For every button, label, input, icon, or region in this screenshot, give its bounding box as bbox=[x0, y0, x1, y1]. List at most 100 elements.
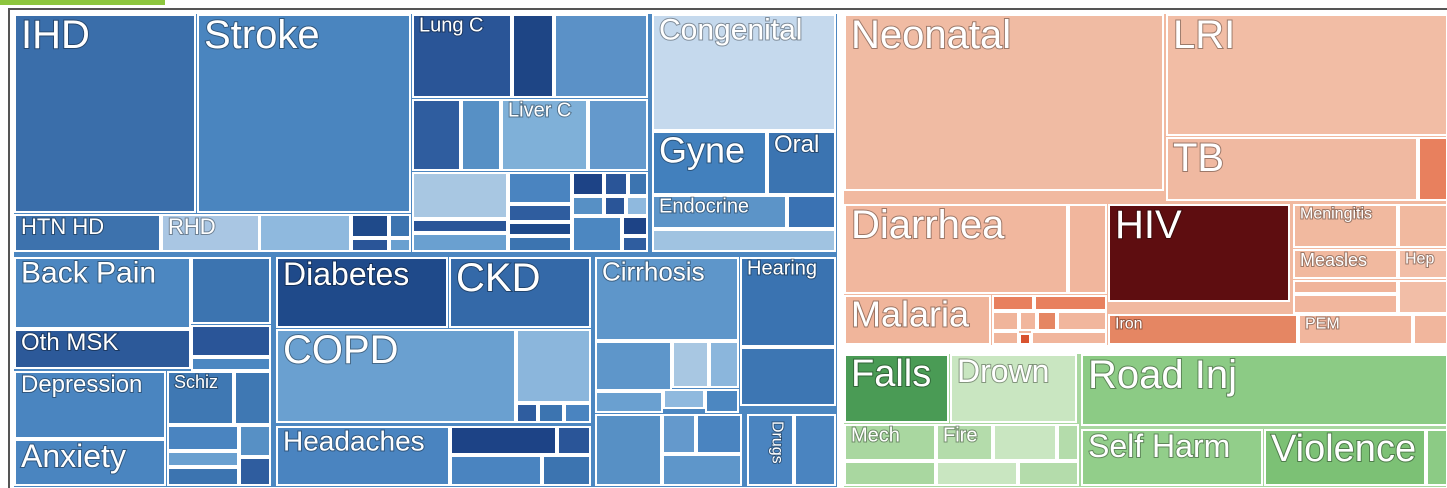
tile-label: Headaches bbox=[283, 425, 425, 456]
tile-label: Road Inj bbox=[1088, 353, 1237, 397]
tile bbox=[844, 295, 991, 345]
tile-label: Hearing bbox=[747, 258, 817, 280]
tile-label: Iron bbox=[1115, 315, 1143, 332]
tile bbox=[696, 414, 742, 454]
tile bbox=[412, 99, 461, 171]
tile bbox=[508, 236, 572, 252]
tile-label: Stroke bbox=[204, 13, 320, 57]
tile-label: Back Pain bbox=[21, 256, 156, 289]
tile bbox=[259, 214, 351, 252]
tile bbox=[844, 14, 1164, 191]
tile bbox=[167, 451, 239, 467]
tile bbox=[936, 424, 993, 461]
tile-label: IHD bbox=[21, 13, 90, 57]
tile-label: Oth MSK bbox=[21, 329, 118, 356]
tab-indicator bbox=[0, 0, 165, 5]
tile bbox=[389, 214, 411, 238]
tile-label: Self Harm bbox=[1088, 428, 1230, 464]
tile-label: Gyne bbox=[659, 130, 745, 171]
tile bbox=[1166, 137, 1418, 201]
tile bbox=[936, 461, 1018, 486]
tile-label: Cirrhosis bbox=[602, 256, 705, 286]
tile bbox=[595, 414, 662, 486]
tile bbox=[628, 172, 648, 196]
tile bbox=[14, 257, 191, 329]
tile-label: Anxiety bbox=[21, 438, 126, 474]
tile bbox=[234, 371, 271, 425]
tile bbox=[992, 311, 1019, 331]
tile bbox=[167, 371, 234, 425]
tile bbox=[191, 357, 271, 371]
tile bbox=[351, 238, 389, 252]
tile bbox=[412, 233, 508, 252]
tile bbox=[844, 461, 936, 486]
tile bbox=[1293, 280, 1398, 294]
tile bbox=[1108, 204, 1290, 302]
tile bbox=[572, 196, 604, 216]
tile bbox=[595, 341, 672, 391]
tile bbox=[950, 354, 1077, 423]
tile bbox=[1034, 295, 1107, 311]
tile bbox=[450, 455, 542, 486]
tile bbox=[652, 229, 836, 252]
tile bbox=[1068, 204, 1107, 294]
tile-label: Fire bbox=[943, 425, 977, 447]
tile bbox=[276, 426, 450, 486]
tile bbox=[1293, 249, 1398, 279]
tile bbox=[351, 214, 389, 238]
tile bbox=[276, 329, 516, 423]
tile bbox=[1426, 429, 1447, 486]
tile-label: Congenital bbox=[659, 13, 802, 46]
tile-label: Oral bbox=[774, 131, 819, 158]
tile-label: Liver C bbox=[508, 100, 571, 122]
tile bbox=[705, 389, 739, 413]
tile bbox=[1418, 137, 1447, 201]
tile-label: Diabetes bbox=[283, 256, 409, 292]
tile bbox=[709, 341, 739, 388]
tile bbox=[604, 196, 626, 216]
tile-label: Violence bbox=[1271, 428, 1416, 470]
tile bbox=[662, 414, 696, 454]
tile bbox=[1019, 333, 1031, 345]
tile-label: Measles bbox=[1300, 250, 1367, 270]
tile bbox=[1398, 204, 1447, 248]
tile bbox=[276, 257, 448, 328]
tile bbox=[516, 403, 538, 423]
tile bbox=[1166, 14, 1447, 136]
tile bbox=[662, 454, 742, 486]
tile-label: Schiz bbox=[174, 372, 218, 392]
tile bbox=[604, 172, 628, 196]
tile bbox=[1081, 429, 1263, 486]
tile bbox=[652, 195, 787, 229]
tile-label: TB bbox=[1173, 136, 1224, 180]
tile bbox=[993, 424, 1057, 461]
tile-label: Mech bbox=[851, 425, 900, 447]
tile bbox=[1298, 314, 1413, 345]
tile bbox=[554, 14, 648, 98]
tile-label: Depression bbox=[21, 371, 142, 398]
tile-label: Lung C bbox=[419, 15, 484, 37]
tile-label: Drugs bbox=[769, 421, 786, 464]
tile bbox=[412, 172, 508, 219]
tile bbox=[1081, 354, 1447, 426]
tile-label: COPD bbox=[283, 328, 399, 372]
tile-label: HTN HD bbox=[21, 214, 104, 239]
tile bbox=[1264, 429, 1426, 486]
tile bbox=[501, 99, 588, 171]
tile bbox=[1108, 314, 1298, 345]
tile-label: LRI bbox=[1173, 13, 1235, 57]
tile bbox=[663, 389, 705, 409]
tile bbox=[412, 14, 512, 98]
tile bbox=[557, 426, 591, 455]
tile bbox=[191, 325, 271, 357]
tile bbox=[622, 216, 648, 236]
tile bbox=[844, 354, 949, 423]
tile bbox=[595, 257, 739, 341]
tile bbox=[508, 222, 572, 236]
tile bbox=[412, 219, 508, 233]
tile bbox=[844, 424, 936, 461]
tile bbox=[167, 467, 239, 486]
tile bbox=[740, 347, 836, 406]
tile bbox=[572, 216, 622, 252]
